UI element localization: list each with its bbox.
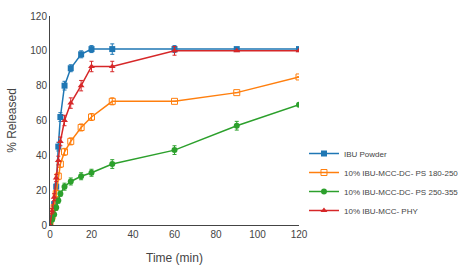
svg-text:Time (min): Time (min) xyxy=(146,251,203,265)
svg-text:0: 0 xyxy=(47,229,53,240)
svg-text:10% IBU-MCC- PHY: 10% IBU-MCC- PHY xyxy=(344,207,418,216)
svg-text:20: 20 xyxy=(86,229,98,240)
svg-text:60: 60 xyxy=(169,229,181,240)
svg-text:40: 40 xyxy=(127,229,139,240)
svg-text:% Released: % Released xyxy=(5,88,19,153)
svg-text:60: 60 xyxy=(36,115,48,126)
svg-text:20: 20 xyxy=(36,185,48,196)
svg-text:10% IBU-MCC-DC- PS 250-355: 10% IBU-MCC-DC- PS 250-355 xyxy=(344,188,458,197)
svg-text:100: 100 xyxy=(30,45,47,56)
svg-text:100: 100 xyxy=(249,229,266,240)
svg-text:80: 80 xyxy=(210,229,222,240)
svg-text:120: 120 xyxy=(291,229,308,240)
svg-text:40: 40 xyxy=(36,150,48,161)
svg-text:80: 80 xyxy=(36,80,48,91)
svg-text:IBU Powder: IBU Powder xyxy=(344,150,387,159)
svg-text:10% IBU-MCC-DC- PS 180-250: 10% IBU-MCC-DC- PS 180-250 xyxy=(344,169,458,178)
svg-text:120: 120 xyxy=(30,11,47,22)
svg-text:0: 0 xyxy=(41,220,47,231)
